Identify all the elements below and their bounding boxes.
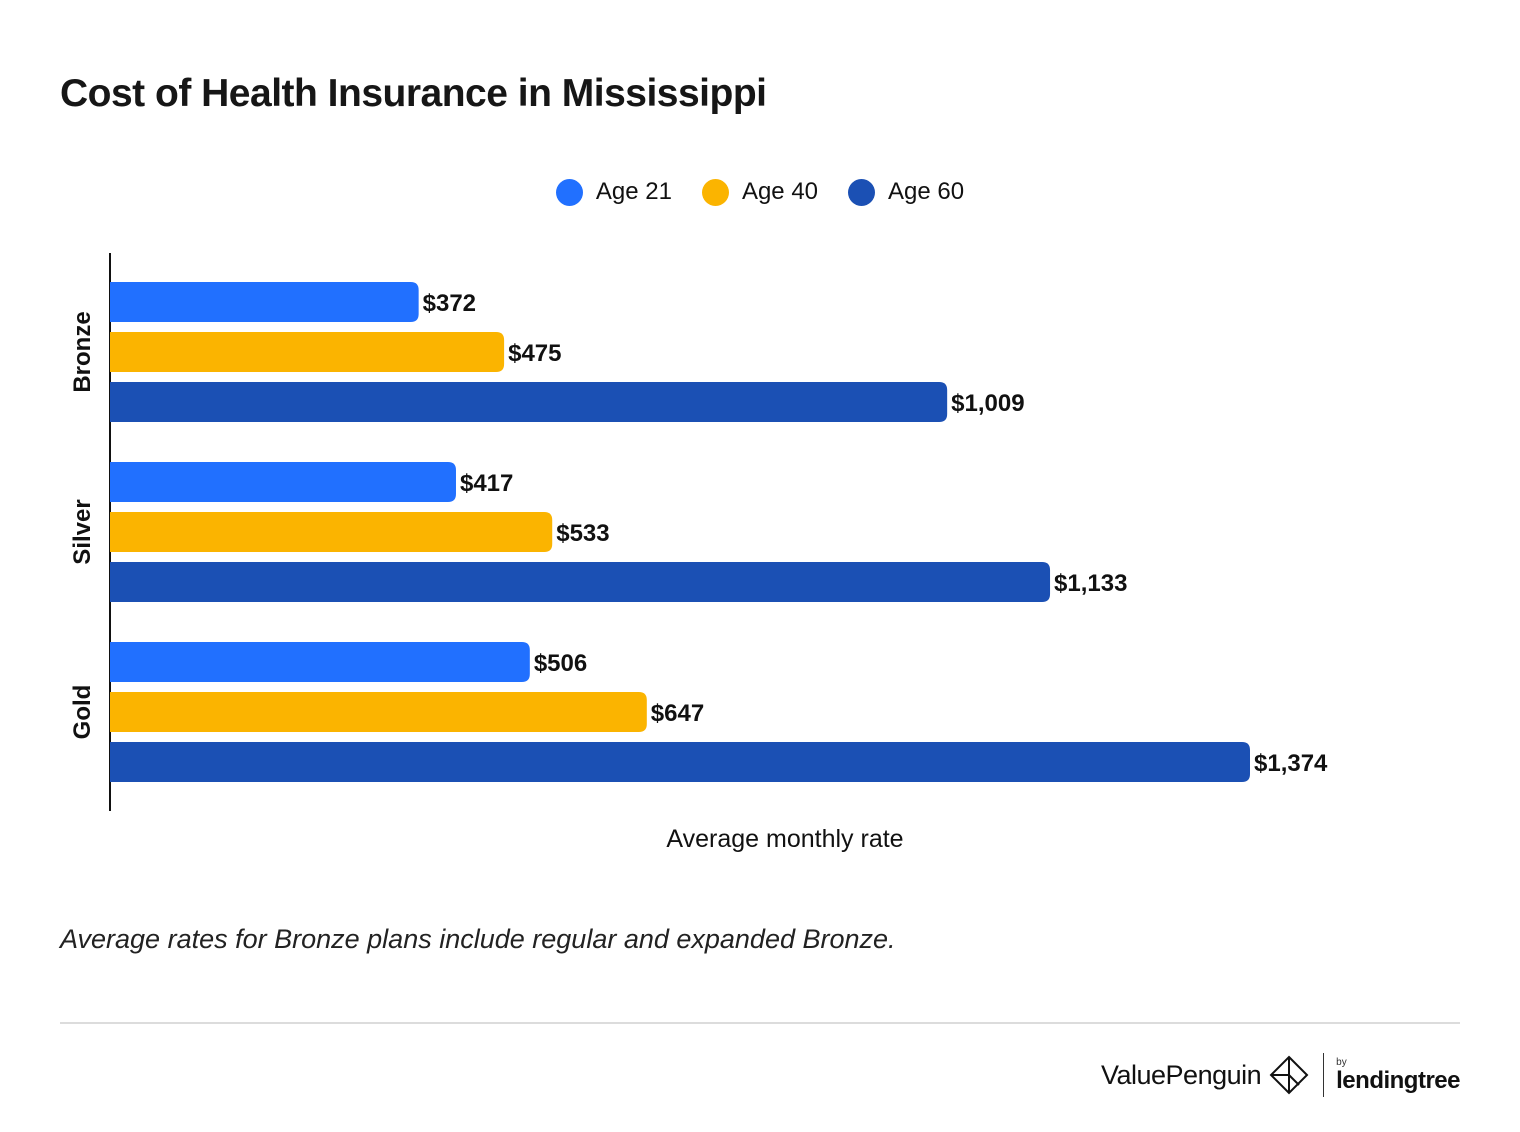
bar-silver-age-60: [110, 562, 1051, 602]
bar-silver-age-40: [110, 512, 553, 552]
legend-dot-icon: [555, 178, 583, 206]
branding: ValuePenguin by lendingtree: [1101, 1050, 1460, 1100]
bar-value-label: $506: [534, 650, 587, 677]
brand-separator: [1323, 1053, 1325, 1097]
chart-title: Cost of Health Insurance in Mississippi: [60, 72, 767, 115]
bar-gold-age-21: [110, 642, 530, 682]
legend-item-age-40: Age 40: [701, 178, 819, 206]
bar-bronze-age-60: [110, 382, 948, 422]
legend: Age 21 Age 40 Age 60: [0, 178, 1520, 206]
brand-lendingtree-name: lendingtree: [1336, 1066, 1460, 1094]
bar-value-label: $417: [460, 470, 513, 497]
legend-label: Age 21: [595, 178, 672, 205]
category-label-bronze: Bronze: [69, 311, 96, 392]
bar-value-label: $372: [423, 290, 476, 317]
bar-chart: $372 $475 $1,009 Bronze $417 $533 $1,133 Silver…: [69, 253, 1328, 853]
brand-by: by: [1336, 1056, 1347, 1068]
bar-value-label: $647: [651, 700, 704, 727]
bar-value-label: $1,133: [1054, 570, 1127, 597]
category-label-gold: Gold: [69, 685, 96, 740]
bar-bronze-age-40: [110, 332, 505, 372]
bar-value-label: $533: [556, 520, 609, 547]
brand-valuepenguin: ValuePenguin: [1101, 1059, 1262, 1090]
footnote: Average rates for Bronze plans include r…: [60, 924, 896, 954]
bar-gold-age-40: [110, 692, 647, 732]
divider: [60, 1022, 1460, 1024]
bar-gold-age-60: [110, 742, 1250, 782]
bar-silver-age-21: [110, 462, 456, 502]
bar-bronze-age-21: [110, 282, 419, 322]
legend-dot-icon: [848, 178, 876, 206]
bar-value-label: $475: [508, 340, 561, 367]
legend-item-age-60: Age 60: [848, 178, 964, 206]
legend-item-age-21: Age 21: [555, 178, 672, 206]
category-label-silver: Silver: [69, 499, 96, 564]
x-axis-label: Average monthly rate: [666, 825, 903, 853]
bar-value-label: $1,374: [1254, 750, 1328, 777]
bar-value-label: $1,009: [951, 390, 1024, 417]
valuepenguin-logo-icon: [1269, 1055, 1309, 1095]
legend-label: Age 60: [888, 178, 965, 205]
legend-dot-icon: [701, 178, 729, 206]
brand-lendingtree: by lendingtree: [1336, 1056, 1460, 1094]
legend-label: Age 40: [741, 178, 819, 205]
